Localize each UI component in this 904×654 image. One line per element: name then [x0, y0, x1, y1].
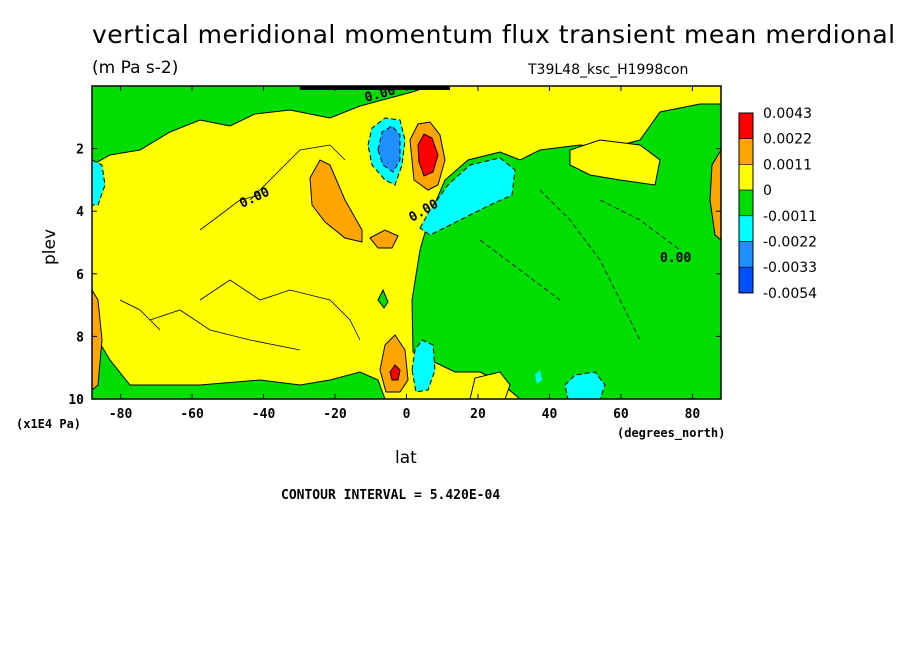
axes: -80 -60 -40 -20 0 20 40 60 80 2 4 6 8 10 — [68, 86, 721, 422]
contour-label: 0.00 — [660, 251, 691, 266]
region-red-lower — [389, 364, 401, 381]
x-tick-label: 60 — [613, 407, 629, 422]
x-tick-label: -80 — [109, 407, 133, 422]
x-tick-label: -60 — [180, 407, 204, 422]
x-tick-label: -40 — [252, 407, 276, 422]
chart-units: (m Pa s-2) — [92, 58, 179, 78]
contour-line-mid — [199, 144, 346, 231]
y-tick-label: 8 — [76, 330, 84, 345]
x-tick-label: 0 — [403, 407, 411, 422]
region-green-dot — [377, 288, 389, 309]
chart-title: vertical meridional momentum flux transi… — [92, 20, 896, 49]
region-cyan-band — [419, 157, 516, 236]
legend-label: 0.0022 — [763, 132, 812, 148]
y-tick-label: 10 — [68, 393, 84, 408]
x-axis-label: lat — [395, 448, 417, 468]
legend-swatch — [738, 241, 754, 268]
legend-swatch — [738, 112, 754, 140]
legend-label: 0.0011 — [763, 157, 812, 173]
region-orange-right-edge — [709, 149, 721, 241]
x-tick-label: -20 — [323, 407, 347, 422]
contour-interval: CONTOUR INTERVAL = 5.420E-04 — [281, 488, 501, 503]
region-green-right-bottom — [469, 371, 511, 399]
color-legend: 0.0043 0.0022 0.0011 0 -0.0011 -0.0022 -0.0033… — [738, 106, 817, 302]
region-orange-left-edge — [92, 289, 103, 391]
region-cyan-right — [564, 371, 606, 399]
legend-swatch — [738, 215, 754, 242]
region-orange-lobe — [309, 159, 363, 243]
region-cyan-lower — [411, 339, 436, 393]
legend-swatch — [738, 138, 754, 165]
legend-frame — [738, 112, 754, 294]
y-tick-label: 6 — [76, 268, 84, 283]
legend-label: -0.0033 — [763, 260, 817, 276]
y-tick-label: 2 — [76, 143, 84, 158]
legend-label: -0.0054 — [763, 286, 817, 302]
x-tick-label: 80 — [685, 407, 701, 422]
contour-line-dashed — [479, 189, 681, 341]
contour-line-south — [119, 279, 361, 351]
run-id-label: T39L48_ksc_H1998con — [528, 62, 689, 78]
legend-label: -0.0022 — [763, 235, 817, 251]
region-orange-lower — [379, 334, 409, 393]
legend-swatch — [738, 266, 754, 294]
top-strip — [300, 86, 450, 90]
y-axis-units: (x1E4 Pa) — [16, 417, 81, 431]
y-axis-label: plev — [40, 229, 60, 265]
region-blue-core — [377, 125, 401, 173]
region-yellow-north-box — [569, 139, 661, 186]
x-axis-units: (degrees_north) — [617, 426, 725, 441]
legend-swatch — [738, 164, 754, 191]
region-green-south-bottom — [92, 329, 386, 399]
x-tick-label: 40 — [542, 407, 558, 422]
legend-label: 0 — [763, 183, 772, 199]
legend-label: 0.0043 — [763, 106, 812, 122]
legend-label: -0.0011 — [763, 209, 817, 225]
x-tick-label: 20 — [470, 407, 486, 422]
region-green-upper-left — [92, 86, 431, 166]
region-orange-small — [369, 229, 399, 249]
legend-swatch — [738, 189, 754, 217]
region-red-core — [417, 133, 439, 177]
region-cyan-left-edge — [92, 159, 106, 206]
y-tick-label: 4 — [76, 205, 84, 220]
region-cyan-dot — [535, 370, 542, 384]
